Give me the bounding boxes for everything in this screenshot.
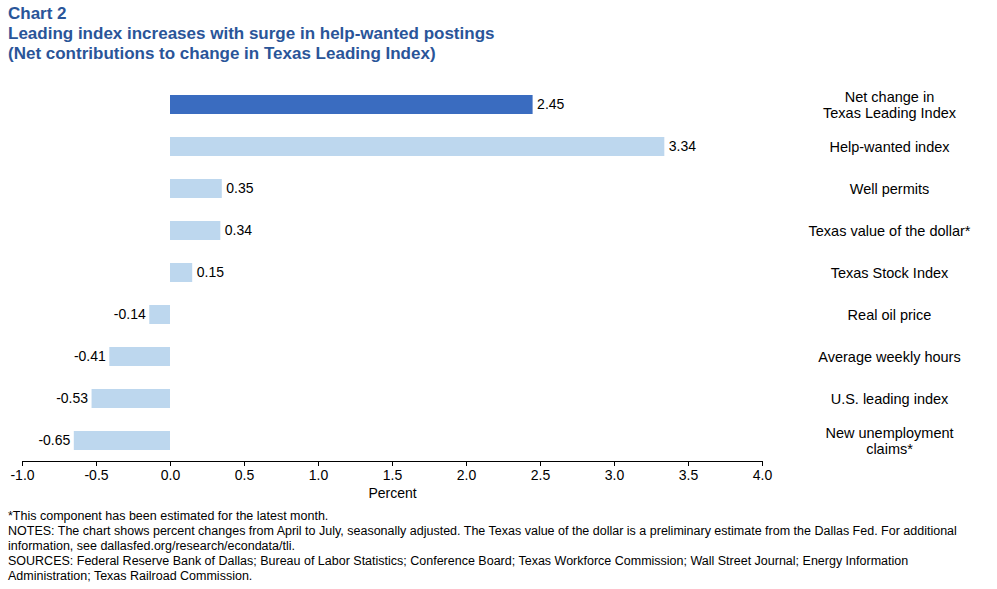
html-text:SOURCES: Federal Reserve Bank: SOURCES: Federal Reserve Bank of Dallas;… [8,554,909,583]
svg-text:-0.41: -0.41 [74,348,106,364]
svg-text:-0.5: -0.5 [84,467,108,483]
svg-text:1.0: 1.0 [309,467,329,483]
svg-text:3.5: 3.5 [679,467,699,483]
svg-text:New unemploymentclaims*: New unemploymentclaims* [825,425,953,457]
svg-text:U.S. leading index: U.S. leading index [831,391,949,407]
svg-text:2.0: 2.0 [457,467,477,483]
svg-text:Texas Stock Index: Texas Stock Index [831,265,949,281]
svg-text:0.15: 0.15 [197,264,224,280]
html-text:Chart 2: Chart 2 [8,4,67,23]
svg-text:Well permits: Well permits [850,181,930,197]
svg-text:0.0: 0.0 [161,467,181,483]
svg-text:-0.53: -0.53 [56,390,88,406]
svg-text:-0.65: -0.65 [38,432,70,448]
svg-text:-0.14: -0.14 [114,306,146,322]
svg-text:Help-wanted index: Help-wanted index [829,139,950,155]
svg-text:2.5: 2.5 [531,467,551,483]
html-text:(Net contributions to change i: (Net contributions to change in Texas Le… [8,44,436,63]
svg-text:Texas value of the dollar*: Texas value of the dollar* [808,223,970,239]
svg-text:3.34: 3.34 [669,138,696,154]
svg-text:4.0: 4.0 [753,467,773,483]
svg-text:0.34: 0.34 [225,222,252,238]
svg-text:3.0: 3.0 [605,467,625,483]
svg-text:Percent: Percent [368,485,416,501]
svg-text:1.5: 1.5 [383,467,403,483]
svg-text:Average weekly hours: Average weekly hours [818,349,960,365]
html-text:Leading index increases with s: Leading index increases with surge in he… [8,24,495,43]
html-text:*This component has been estim: *This component has been estimated for t… [8,509,329,523]
svg-text:0.5: 0.5 [235,467,255,483]
svg-text:0.35: 0.35 [226,180,253,196]
html-text:NOTES: The chart shows percent: NOTES: The chart shows percent changes f… [8,524,957,553]
svg-text:Real oil price: Real oil price [848,307,932,323]
svg-text:Net change inTexas Leading Ind: Net change inTexas Leading Index [823,89,957,121]
svg-text:2.45: 2.45 [537,96,564,112]
svg-text:-1.0: -1.0 [10,467,34,483]
